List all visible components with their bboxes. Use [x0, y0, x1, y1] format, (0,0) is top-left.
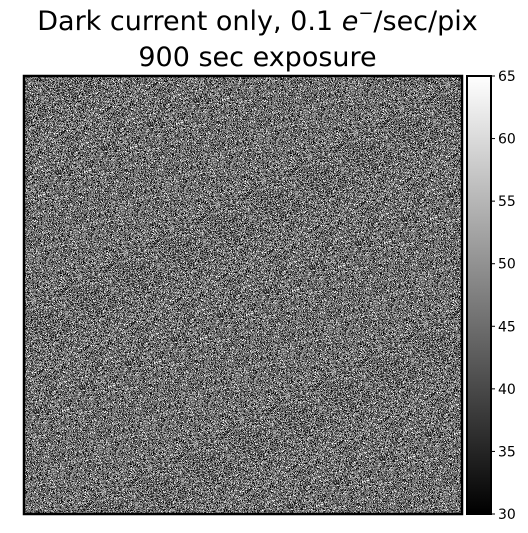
colorbar [467, 76, 491, 514]
colorbar-tick-label-60: 60 [498, 132, 516, 148]
chart-title-superscript: − [358, 3, 374, 24]
colorbar-tick-label-55: 55 [498, 194, 516, 210]
colorbar-tick-label-30: 30 [498, 507, 516, 523]
chart-title-line-1: Dark current only, 0.1 e−/sec/pix [0, 5, 515, 37]
chart-title-text: Dark current only, 0.1 [37, 6, 342, 37]
colorbar-tick-label-65: 65 [498, 69, 516, 85]
image-frame [22, 74, 464, 516]
chart-title-suffix: /sec/pix [373, 6, 478, 37]
colorbar-frame [466, 75, 492, 515]
chart-title-line-2: 900 sec exposure [138, 42, 377, 73]
colorbar-tick-label-35: 35 [498, 444, 516, 460]
colorbar-tick-label-40: 40 [498, 382, 516, 398]
colorbar-tick-label-45: 45 [498, 319, 516, 335]
colorbar-ticks: 30 35 40 45 50 55 60 65 [491, 69, 516, 523]
dark-current-image [24, 76, 462, 514]
colorbar-tick-label-50: 50 [498, 257, 516, 273]
chart-title-unit: e [341, 6, 359, 37]
